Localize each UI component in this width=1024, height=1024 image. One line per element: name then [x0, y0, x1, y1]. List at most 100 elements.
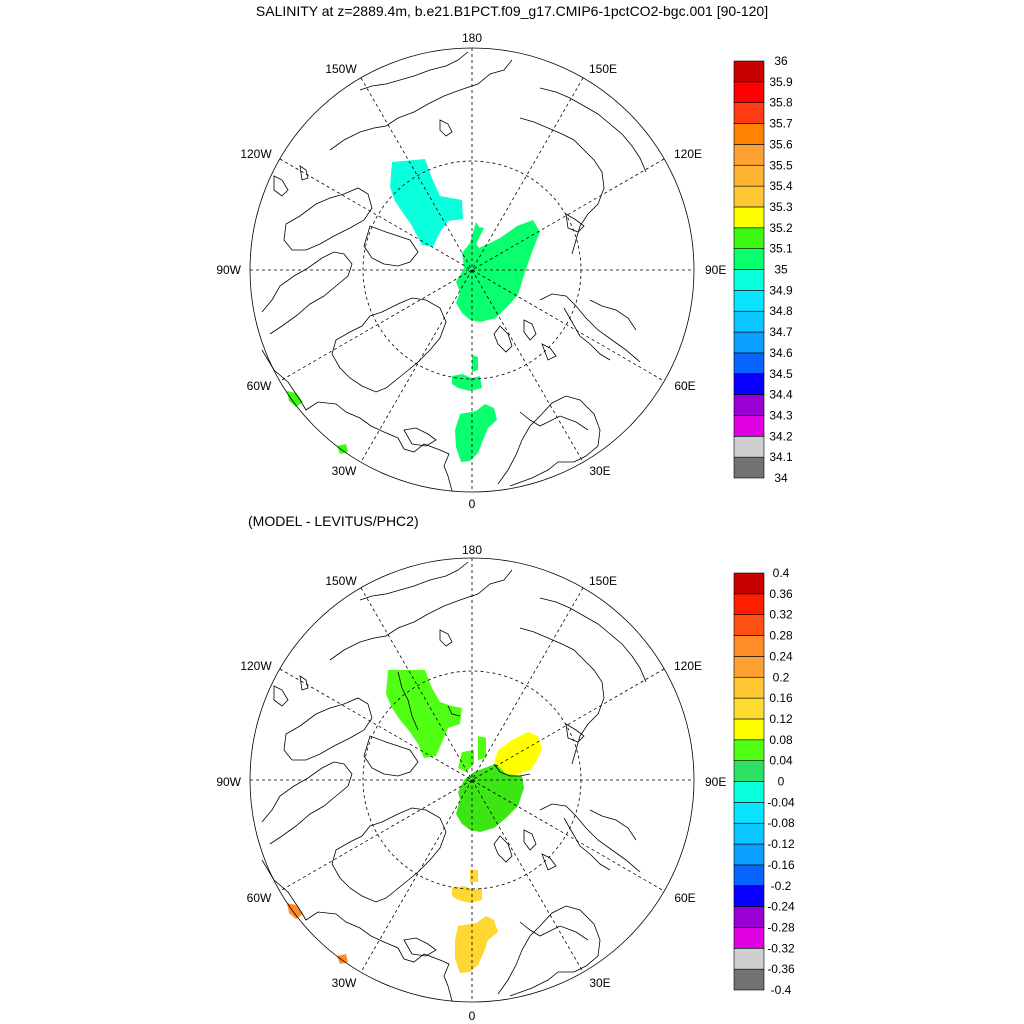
colorbar-tick-label: -0.16	[767, 858, 795, 872]
lon-label-30w: 30W	[332, 976, 357, 990]
cyan-salinity-region	[390, 159, 463, 247]
lon-label-0: 0	[469, 1009, 476, 1023]
colorbar-swatch	[733, 352, 765, 375]
colorbar-tick-label: 35.8	[769, 96, 793, 110]
colorbar-tick-label: 34.9	[769, 283, 793, 297]
colorbar-tick-label: 0.4	[773, 566, 790, 580]
colorbar-swatch	[733, 185, 765, 208]
difference-subtitle: (MODEL - LEVITUS/PHC2)	[248, 513, 419, 529]
colorbar-tick-label: 0.36	[769, 587, 793, 601]
coastlines	[261, 51, 647, 492]
gold-difference-patch	[470, 870, 478, 882]
colorbar-tick-label: 35.9	[769, 75, 793, 89]
colorbar-tick-label: 0.32	[769, 608, 793, 622]
lon-label-60w: 60W	[247, 891, 272, 905]
green-salinity-patch	[455, 404, 497, 462]
lon-label-90w: 90W	[216, 775, 241, 789]
colorbar-tick-label: 34.4	[769, 388, 793, 402]
lon-label-0: 0	[469, 497, 476, 511]
green-salinity-patch	[337, 444, 348, 454]
colorbar-swatch	[733, 394, 765, 416]
longitude-labels: 180 150W 150E 120W 120E 90W 90E 60W 60E …	[216, 543, 726, 1023]
salinity-fill-regions	[287, 159, 540, 462]
colorbar-tick-label: -0.12	[767, 837, 795, 851]
orange-difference-patch	[337, 954, 348, 964]
colorbar-swatch	[733, 206, 765, 229]
colorbar-swatch	[733, 331, 765, 354]
colorbar-swatch	[733, 635, 765, 657]
colorbar-tick-label: 35.2	[769, 221, 793, 235]
yellow-difference-region	[494, 732, 542, 776]
salinity-polar-map: 180 150W 150E 120W 120E 90W 90E 60W 60E …	[216, 31, 793, 511]
longitude-labels: 180 150W 150E 120W 120E 90W 90E 60W 60E …	[216, 31, 726, 511]
lon-label-30w: 30W	[332, 464, 357, 478]
colorbar-tick-label: -0.08	[767, 816, 795, 830]
polar-grid	[249, 47, 695, 493]
colorbar-tick-label: -0.28	[767, 920, 795, 934]
colorbar-swatch	[733, 718, 765, 741]
lon-label-120w: 120W	[240, 147, 272, 161]
colorbar-swatch	[733, 656, 765, 678]
colorbar-swatch	[733, 822, 765, 845]
colorbar-tick-label: 0	[778, 775, 785, 789]
green-salinity-region	[456, 220, 540, 322]
colorbar-tick-label: 34.3	[769, 408, 793, 422]
colorbar-tick-label: 35.1	[769, 242, 793, 256]
colorbar-swatch	[733, 269, 765, 291]
colorbar-tick-label: 35.5	[769, 158, 793, 172]
lon-label-120e: 120E	[674, 659, 702, 673]
lon-label-30e: 30E	[589, 976, 610, 990]
lon-label-60w: 60W	[247, 379, 272, 393]
colorbar-tick-label: -0.32	[767, 941, 795, 955]
colorbar-tick-label: 34.1	[769, 450, 793, 464]
colorbar-tick-label: 34.2	[769, 429, 793, 443]
salinity-colorbar: 34 34.1 34.2 34.3 34.4 34.5 34.6 34.7 34.8 34.9 35…	[733, 54, 793, 485]
colorbar-swatch	[733, 164, 765, 187]
lon-label-180: 180	[462, 31, 482, 45]
difference-polar-map: 180 150W 150E 120W 120E 90W 90E 60W 60E …	[216, 543, 795, 1023]
colorbar-tick-label: 34	[774, 471, 788, 485]
colorbar-swatch	[733, 415, 765, 437]
colorbar-swatch	[733, 947, 765, 970]
colorbar-swatch	[733, 456, 765, 479]
lon-label-30e: 30E	[589, 464, 610, 478]
colorbar-swatch	[733, 310, 765, 333]
green-difference-region	[458, 750, 474, 772]
lon-label-180: 180	[462, 543, 482, 557]
colorbar-tick-label: 35.6	[769, 137, 793, 151]
colorbar-swatch	[733, 123, 765, 145]
colorbar-swatch	[733, 864, 765, 887]
lon-label-150w: 150W	[325, 62, 357, 76]
green-salinity-patch	[452, 374, 482, 391]
lon-label-120w: 120W	[240, 659, 272, 673]
colorbar-swatch	[733, 802, 765, 824]
colorbar-swatch	[733, 906, 765, 928]
colorbar-tick-label: 35.3	[769, 200, 793, 214]
zero-contours	[397, 671, 531, 777]
lon-label-120e: 120E	[674, 147, 702, 161]
gold-difference-patch	[455, 916, 498, 973]
colorbar-swatch	[733, 697, 765, 720]
green-salinity-patch	[287, 391, 303, 407]
colorbar-swatch	[733, 81, 765, 103]
colorbar-tick-label: 35.7	[769, 117, 793, 131]
colorbar-swatch	[733, 676, 765, 699]
colorbar-tick-label: 34.5	[769, 367, 793, 381]
colorbar-swatch	[733, 927, 765, 949]
lon-label-150w: 150W	[325, 574, 357, 588]
difference-fill-regions	[287, 670, 542, 973]
colorbar-swatch	[733, 572, 765, 595]
lon-label-90e: 90E	[705, 775, 726, 789]
colorbar-swatch	[733, 968, 765, 991]
colorbar-swatch	[733, 290, 765, 312]
colorbar-tick-label: 34.6	[769, 346, 793, 360]
difference-colorbar: -0.4 -0.36 -0.32 -0.28 -0.24 -0.2 -0.16 -0.12 -0…	[733, 566, 795, 997]
colorbar-swatch	[733, 781, 765, 803]
colorbar-swatch	[733, 885, 765, 907]
green-difference-region	[478, 736, 486, 760]
colorbar-tick-label: 35.4	[769, 179, 793, 193]
colorbar-swatch	[733, 760, 765, 782]
colorbar-tick-label: 36	[774, 54, 788, 68]
lon-label-90w: 90W	[216, 263, 241, 277]
colorbar-tick-label: 0.04	[769, 754, 793, 768]
